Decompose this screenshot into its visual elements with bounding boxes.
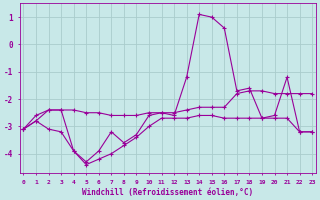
X-axis label: Windchill (Refroidissement éolien,°C): Windchill (Refroidissement éolien,°C) <box>82 188 253 197</box>
